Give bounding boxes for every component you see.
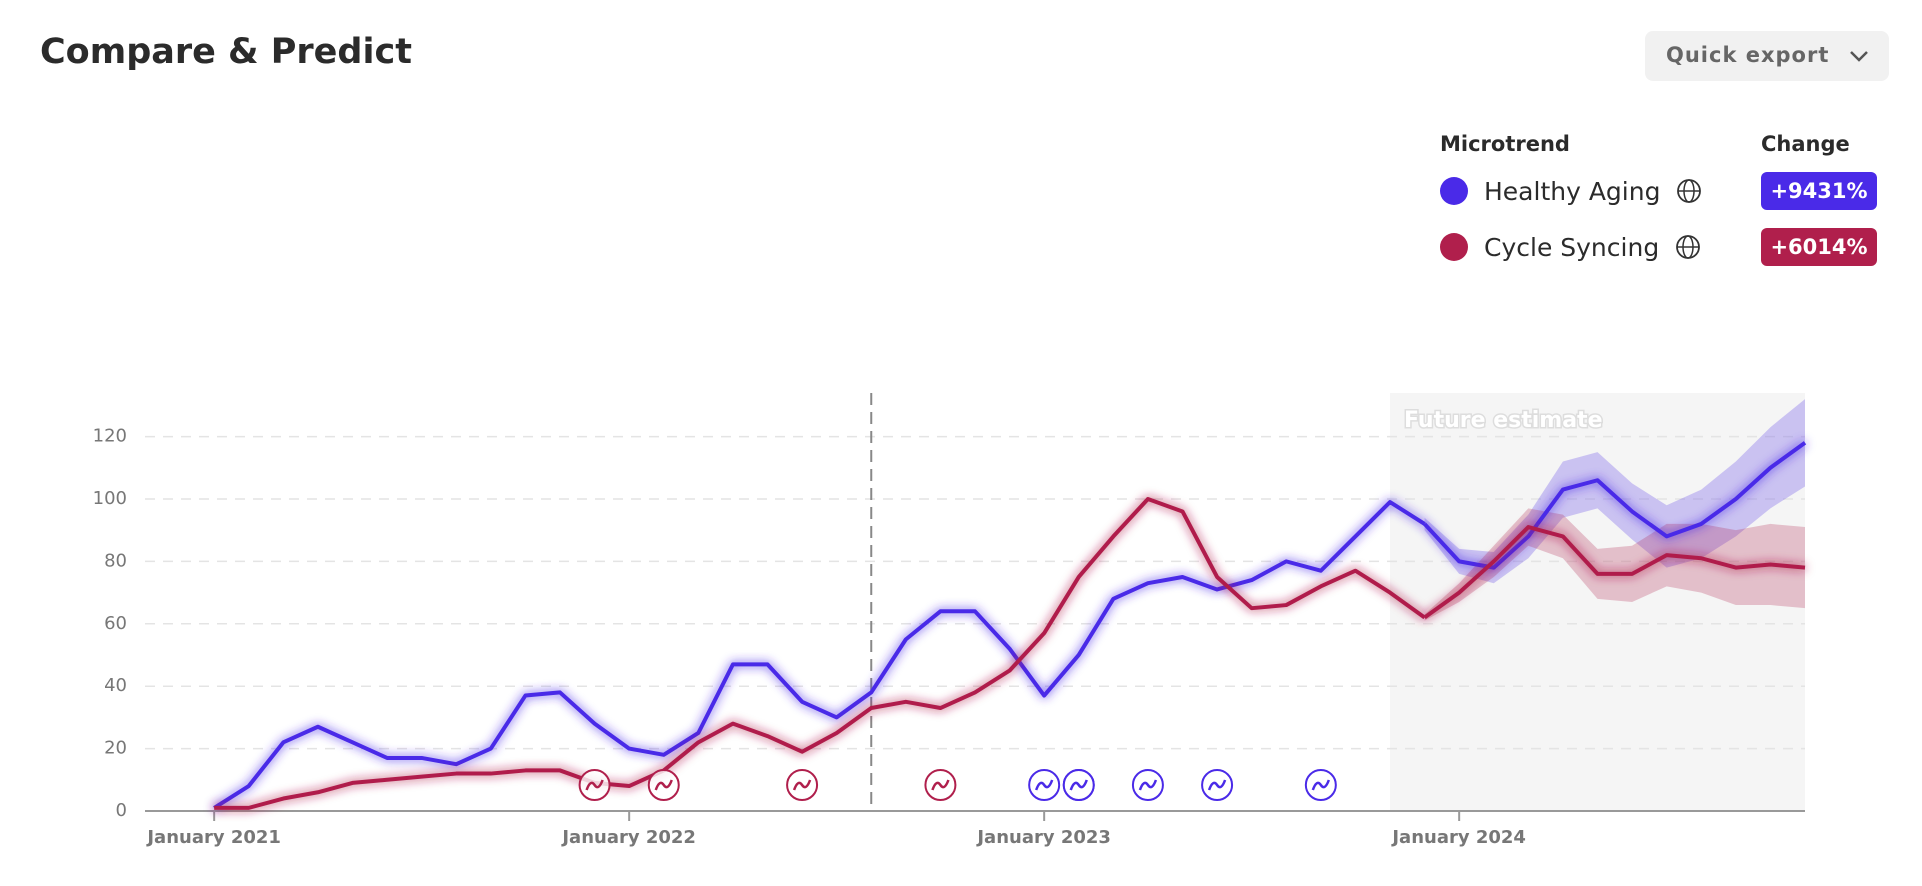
quick-export-button[interactable]: Quick export xyxy=(1645,31,1889,81)
legend-item: Healthy Aging xyxy=(1440,172,1702,210)
change-header: Change xyxy=(1761,132,1850,156)
legend-label: Cycle Syncing xyxy=(1484,232,1660,262)
series-line xyxy=(213,500,1426,810)
event-marker xyxy=(1131,769,1164,801)
legend-header: Microtrend xyxy=(1440,132,1570,156)
legend-label: Healthy Aging xyxy=(1484,176,1661,206)
forecast-line xyxy=(1423,525,1806,620)
future-label: Future estimate xyxy=(1404,408,1602,433)
x-tick-label: January 2023 xyxy=(975,827,1111,848)
x-tick-label: January 2021 xyxy=(145,827,281,848)
change-badge: +9431% xyxy=(1761,172,1877,210)
button-label: Quick export xyxy=(1666,43,1830,67)
legend-swatch xyxy=(1440,177,1468,205)
y-tick-label: 0 xyxy=(116,800,127,821)
event-marker xyxy=(1062,769,1095,801)
event-marker xyxy=(786,769,819,801)
event-marker xyxy=(1028,769,1061,801)
event-marker xyxy=(578,769,611,801)
page-title: Compare & Predict xyxy=(40,32,412,72)
change-badge: +6014% xyxy=(1761,228,1877,266)
event-icon xyxy=(585,779,604,791)
globe-icon xyxy=(1677,179,1702,203)
y-tick-label: 60 xyxy=(104,613,127,634)
y-tick-label: 20 xyxy=(104,738,127,759)
y-tick-label: 120 xyxy=(93,426,127,447)
event-icon xyxy=(1034,779,1054,791)
legend-item: Cycle Syncing xyxy=(1440,228,1701,266)
y-tick-label: 80 xyxy=(104,550,127,571)
event-marker xyxy=(1304,769,1337,801)
event-icon xyxy=(1138,779,1158,791)
chevron-icon xyxy=(1850,51,1868,62)
event-marker xyxy=(1201,769,1234,801)
event-marker xyxy=(647,769,680,801)
y-tick-label: 40 xyxy=(104,675,127,696)
x-tick-label: January 2024 xyxy=(1390,827,1526,848)
event-icon xyxy=(931,779,950,791)
event-icon xyxy=(1311,779,1331,791)
event-icon xyxy=(1207,779,1227,791)
event-icon xyxy=(792,779,812,791)
event-icon xyxy=(1069,779,1088,791)
future-region xyxy=(1390,393,1805,811)
legend-swatch xyxy=(1440,233,1468,261)
globe-icon xyxy=(1676,235,1701,259)
x-tick-label: January 2022 xyxy=(560,827,696,848)
series-line xyxy=(214,496,1426,810)
y-tick-label: 100 xyxy=(93,488,127,509)
event-icon xyxy=(654,779,673,791)
event-marker xyxy=(924,769,957,801)
